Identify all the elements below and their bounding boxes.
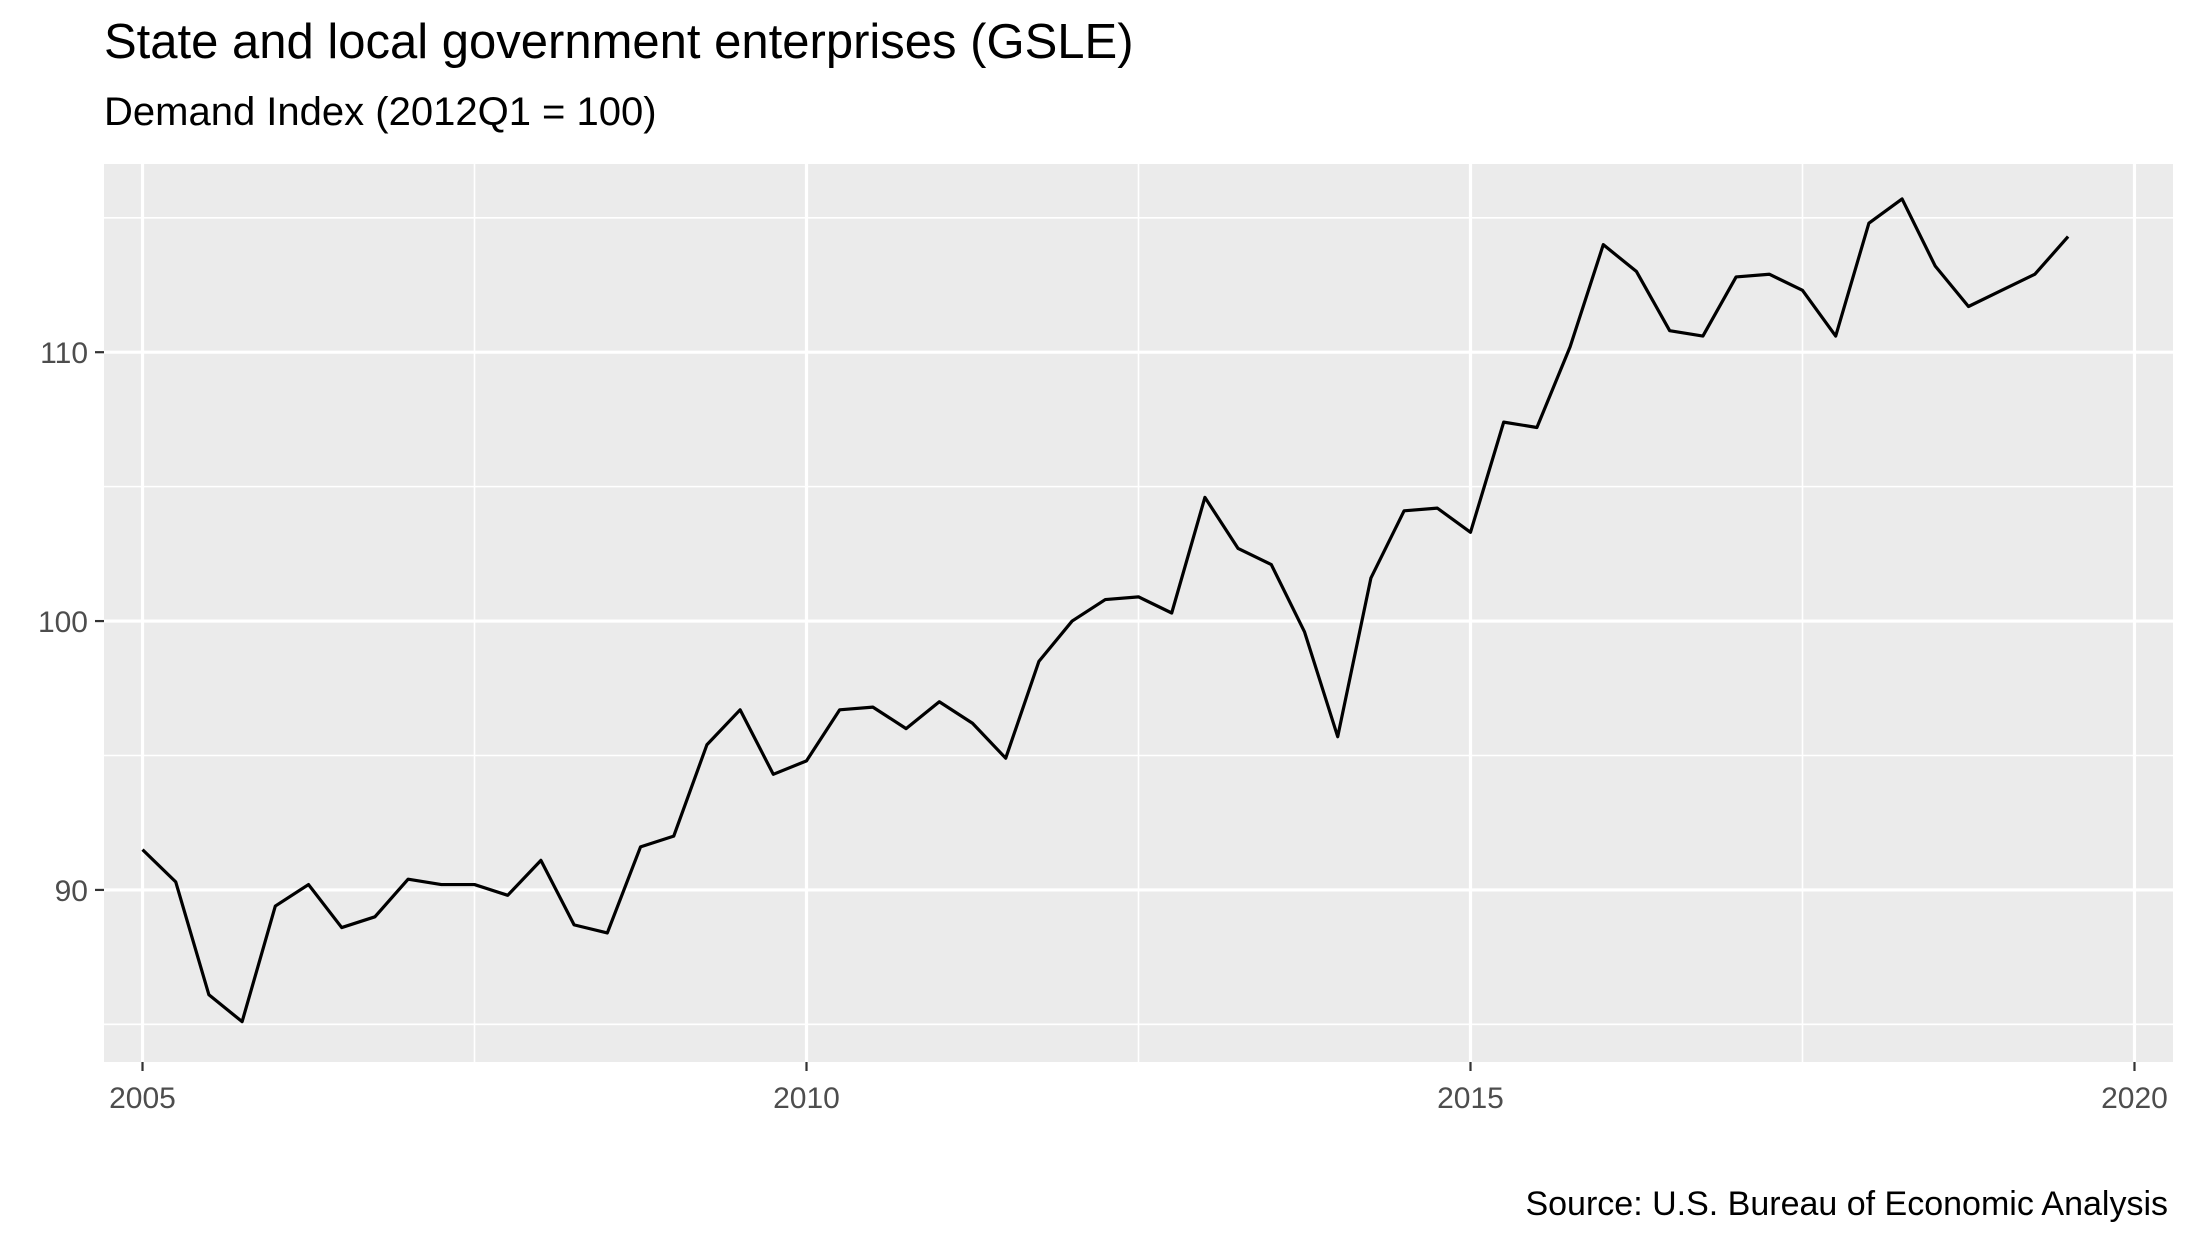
series-line — [141, 197, 2070, 1024]
minor-gridlines — [104, 164, 2173, 1062]
tick-labels: 2005 2010 2015 2020 90 100 110 — [38, 337, 2168, 1115]
major-gridlines — [104, 164, 2173, 1062]
y-tick-label: 90 — [55, 875, 88, 908]
y-tick-label: 100 — [38, 606, 88, 639]
axis-ticks — [95, 351, 2136, 1071]
y-tick-label: 110 — [40, 337, 88, 370]
chart-title: State and local government enterprises (… — [104, 15, 1134, 69]
source-caption: Source: U.S. Bureau of Economic Analysis — [1525, 1185, 2168, 1223]
chart-subtitle: Demand Index (2012Q1 = 100) — [104, 90, 657, 134]
x-tick-label: 2010 — [773, 1082, 840, 1115]
x-tick-label: 2015 — [1437, 1082, 1504, 1115]
x-tick-label: 2020 — [2101, 1082, 2168, 1115]
x-tick-label: 2005 — [109, 1082, 176, 1115]
